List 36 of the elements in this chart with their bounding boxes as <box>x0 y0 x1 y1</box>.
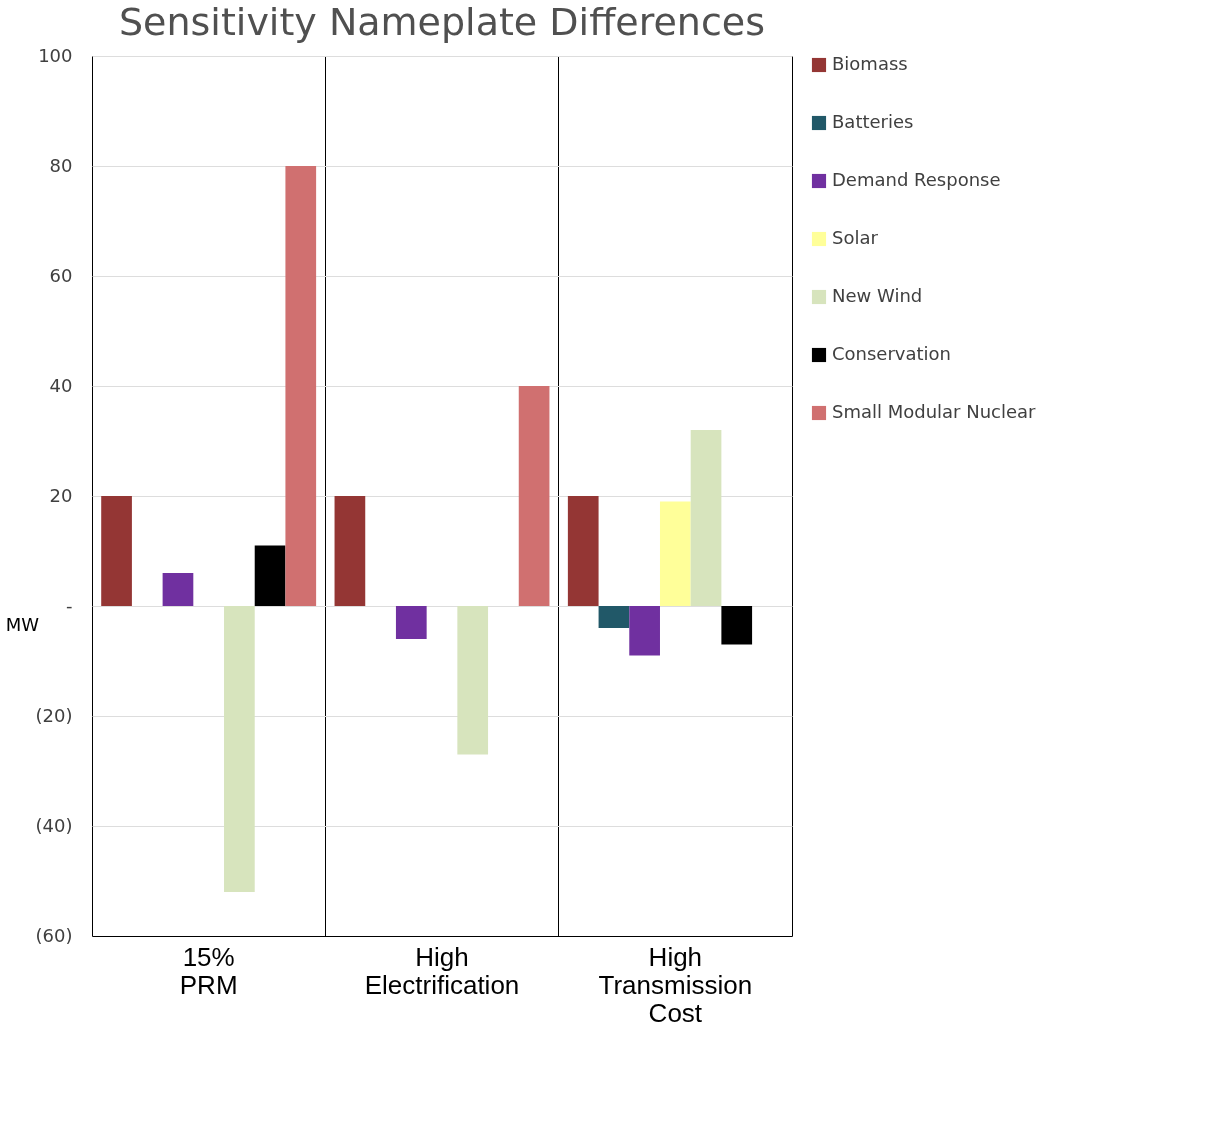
bar <box>334 496 366 606</box>
legend-label: Conservation <box>832 343 952 364</box>
bar <box>690 430 722 606</box>
x-tick-label: High Electrification <box>364 941 520 1000</box>
bar <box>254 545 286 606</box>
y-tick-label: 80 <box>49 154 73 176</box>
legend-label: Small Modular Nuclear <box>832 401 1037 422</box>
bar <box>629 606 660 656</box>
bar <box>598 606 630 628</box>
bar <box>721 606 753 645</box>
bar <box>224 606 255 892</box>
y-tick-label: 40 <box>49 374 73 396</box>
bar <box>101 496 132 606</box>
bar <box>162 573 194 606</box>
bar <box>285 166 317 606</box>
x-tick-label: High Transmission Cost <box>598 941 753 1028</box>
y-tick-label: (60) <box>35 924 73 946</box>
legend-label: Batteries <box>832 111 914 132</box>
y-tick-label: 100 <box>38 44 73 66</box>
bar <box>395 606 427 639</box>
y-tick-label: - <box>66 594 73 616</box>
bar <box>518 386 550 606</box>
bar <box>659 501 691 606</box>
legend-label: Biomass <box>832 53 908 74</box>
legend-label: New Wind <box>832 285 923 306</box>
legend-label: Solar <box>832 227 879 248</box>
y-tick-label: 60 <box>49 264 73 286</box>
y-tick-label: 20 <box>49 484 73 506</box>
y-tick-label: (20) <box>35 704 73 726</box>
chart-title: Sensitivity Nameplate Differences <box>118 0 766 44</box>
y-tick-label: (40) <box>35 814 73 836</box>
y-axis-title: MW <box>5 613 40 635</box>
x-tick-label: 15% PRM <box>179 941 238 1000</box>
bar <box>567 496 599 606</box>
bar <box>457 606 489 755</box>
legend-label: Demand Response <box>832 169 1001 190</box>
